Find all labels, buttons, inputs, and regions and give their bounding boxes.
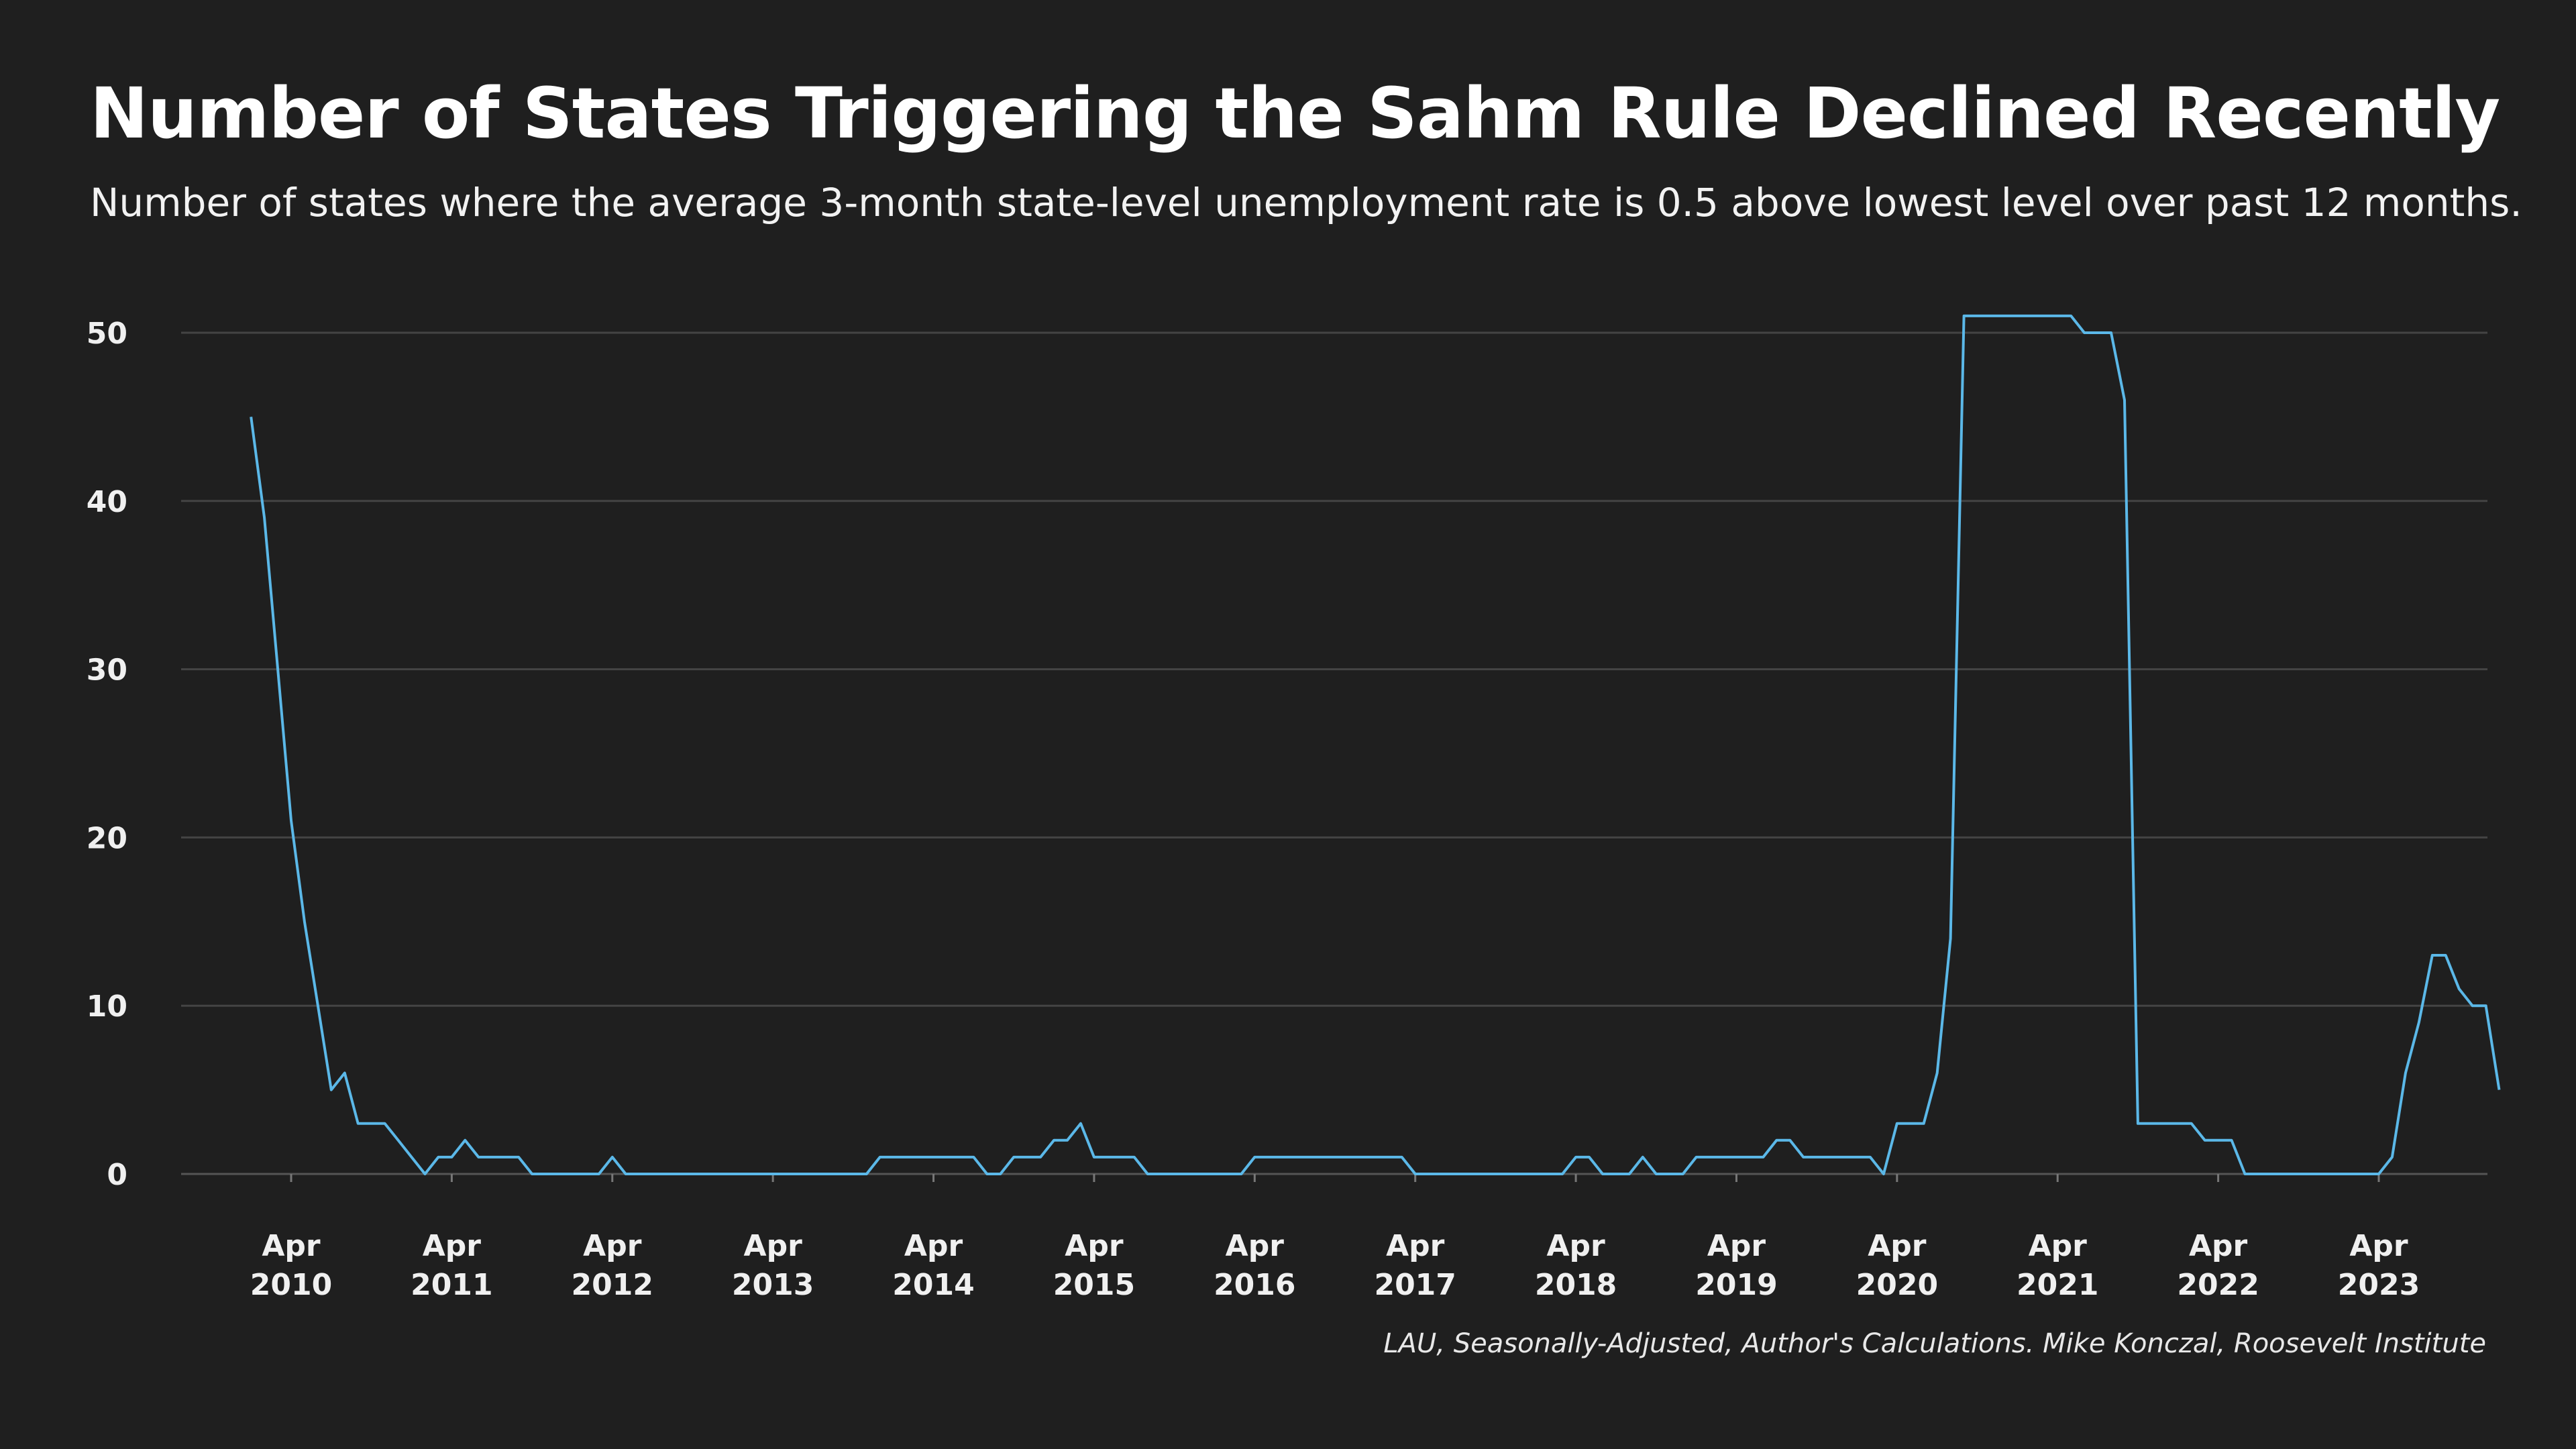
x-tick-label-year: 2023 [2338, 1268, 2420, 1302]
y-tick-label: 0 [107, 1158, 127, 1192]
x-tick-label-month: Apr [1226, 1229, 1285, 1263]
y-tick-label: 40 [87, 485, 127, 519]
x-tick-label-month: Apr [2349, 1229, 2408, 1263]
x-tick-label-year: 2011 [411, 1268, 492, 1302]
x-tick-label-year: 2016 [1214, 1268, 1295, 1302]
y-tick-label: 20 [87, 821, 127, 855]
chart-subtitle: Number of states where the average 3-mon… [90, 180, 2522, 225]
series-line [250, 314, 2501, 1175]
x-axis: Apr 2010 Apr 2011 Apr 2012 Apr 2013 Apr 2014 Apr 20… [250, 1174, 2420, 1302]
x-tick-label-month: Apr [1868, 1229, 1927, 1263]
y-tick-label: 50 [87, 317, 127, 351]
x-tick-label-month: Apr [744, 1229, 803, 1263]
x-tick-label-month: Apr [1386, 1229, 1445, 1263]
x-tick-label-year: 2019 [1695, 1268, 1777, 1302]
x-tick-label-month: Apr [1546, 1229, 1605, 1263]
x-tick-label-month: Apr [423, 1229, 482, 1263]
x-tick-label-month: Apr [583, 1229, 642, 1263]
y-axis: 0 10 20 30 40 50 [87, 317, 127, 1192]
y-tick-label: 30 [87, 653, 127, 688]
x-tick-label-year: 2012 [572, 1268, 653, 1302]
x-tick-label-month: Apr [262, 1229, 321, 1263]
x-tick-label-year: 2014 [892, 1268, 974, 1302]
y-tick-label: 10 [87, 989, 127, 1024]
x-tick-label-month: Apr [1065, 1229, 1124, 1263]
x-tick-label-month: Apr [2189, 1229, 2248, 1263]
x-tick-label-month: Apr [2029, 1229, 2088, 1263]
chart-title: Number of States Triggering the Sahm Rul… [90, 72, 2500, 154]
x-tick-label-month: Apr [1707, 1229, 1766, 1263]
x-tick-label-year: 2018 [1535, 1268, 1617, 1302]
x-tick-label-year: 2015 [1053, 1268, 1135, 1302]
x-tick-label-year: 2020 [1856, 1268, 1938, 1302]
x-tick-label-year: 2010 [250, 1268, 332, 1302]
x-tick-label-year: 2022 [2177, 1268, 2259, 1302]
gridlines [181, 331, 2487, 1175]
x-tick-label-year: 2013 [732, 1268, 814, 1302]
x-tick-label-year: 2017 [1374, 1268, 1456, 1302]
source-note: LAU, Seasonally-Adjusted, Author's Calcu… [1383, 1328, 2486, 1359]
x-tick-label-month: Apr [904, 1229, 963, 1263]
x-tick-label-year: 2021 [2017, 1268, 2098, 1302]
